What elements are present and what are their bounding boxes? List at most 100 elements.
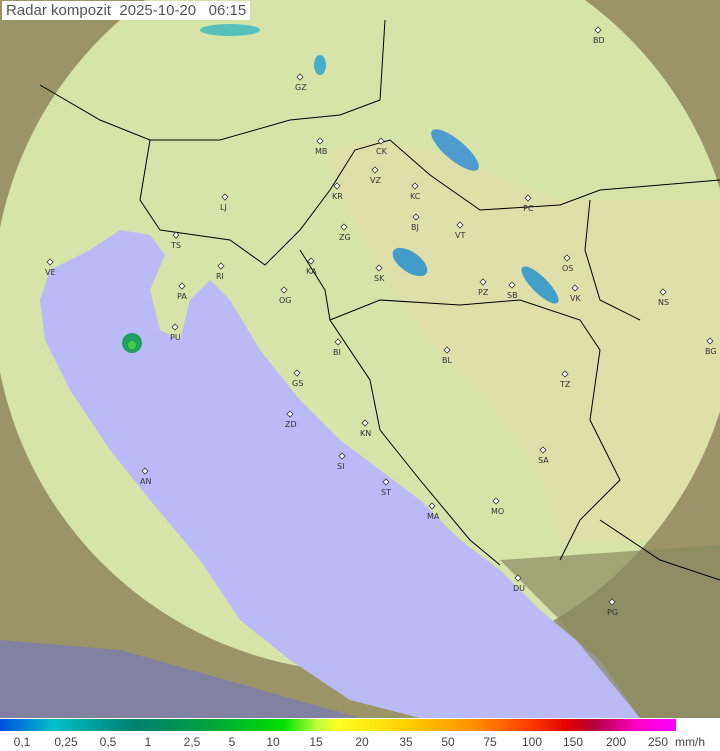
diamond-icon — [443, 346, 451, 354]
city-label: PZ — [478, 288, 489, 297]
legend-label: 1 — [144, 735, 152, 749]
city-marker-bj[interactable]: BJ — [411, 213, 420, 232]
city-marker-bg[interactable]: BG — [705, 337, 717, 356]
city-marker-si[interactable]: SI — [337, 452, 346, 471]
legend-label: 5 — [228, 735, 236, 749]
city-label: OS — [562, 264, 573, 273]
city-marker-vz[interactable]: VZ — [370, 166, 381, 185]
city-marker-gz[interactable]: GZ — [295, 73, 307, 92]
city-marker-kc[interactable]: KC — [410, 182, 421, 201]
diamond-icon — [382, 478, 390, 486]
diamond-icon — [539, 446, 547, 454]
city-marker-zg[interactable]: ZG — [339, 223, 351, 242]
city-marker-st[interactable]: ST — [381, 478, 391, 497]
city-label: ZD — [285, 420, 297, 429]
city-label: VT — [455, 231, 465, 240]
city-marker-ts[interactable]: TS — [170, 231, 181, 250]
legend-label: 0,5 — [99, 735, 117, 749]
city-marker-an[interactable]: AN — [140, 467, 151, 486]
city-marker-ck[interactable]: CK — [376, 137, 388, 156]
city-marker-vt[interactable]: VT — [455, 221, 465, 240]
city-marker-pg[interactable]: PG — [607, 598, 618, 617]
precipitation-echoes — [122, 24, 559, 353]
diamond-icon — [172, 231, 180, 239]
city-label: BL — [442, 356, 452, 365]
city-label: GS — [292, 379, 303, 388]
adriatic-sea — [40, 230, 640, 718]
city-label: SK — [374, 274, 385, 283]
diamond-icon — [293, 369, 301, 377]
city-label: KR — [332, 192, 343, 201]
city-label: SI — [337, 462, 344, 471]
city-marker-ri[interactable]: RI — [216, 262, 225, 281]
city-marker-ma[interactable]: MA — [427, 502, 440, 521]
diamond-icon — [479, 278, 487, 286]
country-borders — [39, 19, 720, 581]
diamond-icon — [508, 281, 516, 289]
city-label: PG — [607, 608, 618, 617]
title-time: 06:15 — [208, 2, 247, 19]
city-label: NS — [658, 298, 669, 307]
legend-label: 20 — [355, 735, 369, 749]
city-marker-sk[interactable]: SK — [374, 264, 385, 283]
legend-label: 35 — [399, 735, 413, 749]
legend-labels: 0,1 0,25 0,5 1 2,5 5 10 15 20 35 50 75 100 150 200 250 m… — [0, 735, 720, 751]
city-marker-sb[interactable]: SB — [507, 281, 518, 300]
city-marker-bl[interactable]: BL — [442, 346, 452, 365]
city-marker-og[interactable]: OG — [279, 286, 292, 305]
diamond-icon — [561, 370, 569, 378]
city-marker-ka[interactable]: KA — [306, 257, 317, 276]
diamond-icon — [280, 286, 288, 294]
precipitation-color-scale — [0, 719, 676, 731]
diamond-icon — [428, 502, 436, 510]
city-marker-bi[interactable]: BI — [333, 338, 342, 357]
city-marker-pz[interactable]: PZ — [478, 278, 489, 297]
city-marker-ve[interactable]: VE — [45, 258, 56, 277]
city-label: VZ — [370, 176, 381, 185]
city-marker-kn[interactable]: KN — [360, 419, 371, 438]
legend-label: 0,25 — [54, 735, 78, 749]
diamond-icon — [338, 452, 346, 460]
city-marker-mo[interactable]: MO — [491, 497, 504, 516]
city-marker-bd[interactable]: BD — [593, 26, 605, 45]
city-label: TZ — [559, 380, 571, 389]
diamond-icon — [334, 338, 342, 346]
diamond-icon — [361, 419, 369, 427]
city-marker-zd[interactable]: ZD — [285, 410, 297, 429]
city-marker-pc[interactable]: PC — [523, 194, 534, 213]
city-label: LJ — [220, 203, 227, 212]
diamond-icon — [217, 262, 225, 270]
city-marker-mb[interactable]: MB — [315, 137, 327, 156]
diamond-icon — [371, 166, 379, 174]
diamond-icon — [412, 213, 420, 221]
city-marker-tz[interactable]: TZ — [559, 370, 571, 389]
city-marker-pu[interactable]: PU — [170, 323, 181, 342]
diamond-icon — [706, 337, 714, 345]
diamond-icon — [563, 254, 571, 262]
radar-map[interactable]: BD GZ MB CK VZ KR KC PC LJ TS ZG BJ VT VE RI KA SK PZ SB OS… — [0, 0, 720, 718]
diamond-icon — [316, 137, 324, 145]
diamond-icon — [340, 223, 348, 231]
city-marker-du[interactable]: DU — [513, 574, 525, 593]
city-marker-pa[interactable]: PA — [177, 282, 187, 301]
city-label: RI — [216, 272, 224, 281]
city-marker-gs[interactable]: GS — [292, 369, 303, 388]
city-marker-vk[interactable]: VK — [570, 284, 581, 303]
diamond-icon — [221, 193, 229, 201]
city-marker-ns[interactable]: NS — [658, 288, 669, 307]
city-label: BD — [593, 36, 605, 45]
city-marker-os[interactable]: OS — [562, 254, 573, 273]
diamond-icon — [296, 73, 304, 81]
diamond-icon — [46, 258, 54, 266]
diamond-icon — [659, 288, 667, 296]
diamond-icon — [608, 598, 616, 606]
city-marker-lj[interactable]: LJ — [220, 193, 229, 212]
city-marker-sa[interactable]: SA — [538, 446, 549, 465]
city-label: BJ — [411, 223, 419, 232]
city-label: TS — [170, 241, 181, 250]
legend-label: 150 — [562, 735, 584, 749]
city-label: BG — [705, 347, 717, 356]
diamond-icon — [178, 282, 186, 290]
city-label: KA — [306, 267, 317, 276]
city-marker-kr[interactable]: KR — [332, 182, 343, 201]
